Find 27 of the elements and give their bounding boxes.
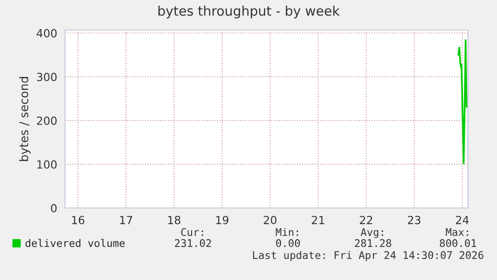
- text: 281.28: [354, 239, 392, 248]
- line-series: [458, 39, 468, 164]
- x-tick-label: 24: [456, 216, 469, 224]
- y-tick-label: 400: [36, 29, 57, 38]
- legend-label: delivered volume: [26, 238, 125, 248]
- chart-title: bytes throughput - by week: [158, 6, 340, 18]
- text: Min:: [276, 228, 298, 236]
- text: 0.00: [276, 239, 300, 248]
- x-tick-label: 17: [120, 216, 132, 224]
- x-tick-label: 16: [72, 216, 84, 224]
- text: Avg:: [360, 228, 384, 238]
- text: Max:: [446, 228, 468, 236]
- y-tick-label: 100: [37, 160, 57, 169]
- x-tick-label: 18: [168, 216, 180, 224]
- y-tick-label: 0: [51, 204, 57, 212]
- x-tick-label: 23: [408, 216, 420, 224]
- x-tick-label: 22: [360, 216, 372, 224]
- x-tick-label: 20: [264, 216, 276, 224]
- y-axis-title: bytes / second: [19, 77, 31, 161]
- x-tick-label: 21: [312, 216, 324, 224]
- x-tick-label: 19: [216, 216, 228, 224]
- text: Cur:: [181, 228, 204, 236]
- y-tick-label: 200: [36, 116, 57, 125]
- text: 231.02: [174, 239, 211, 248]
- text: Last update: Fri Apr 24 14:30:07 2026: [253, 250, 484, 262]
- y-tick-label: 300: [37, 72, 57, 82]
- text: 800.01: [440, 239, 476, 248]
